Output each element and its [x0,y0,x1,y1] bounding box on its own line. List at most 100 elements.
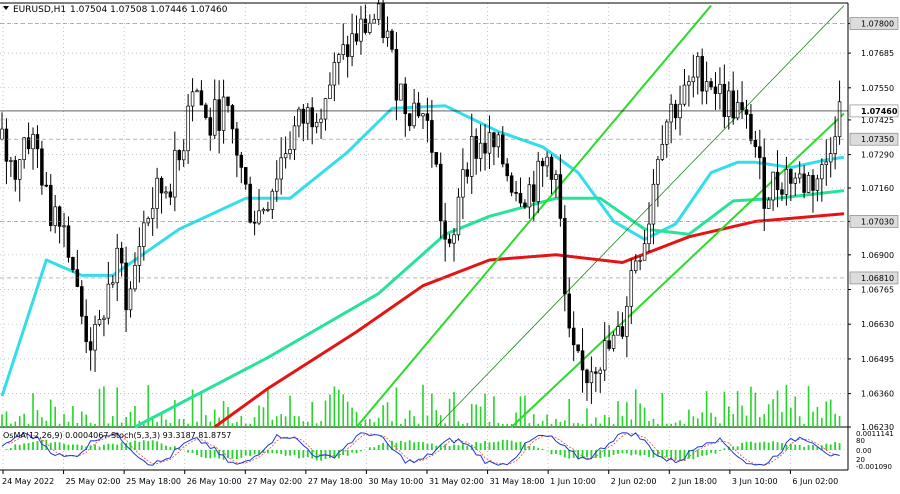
candle-body [134,265,137,289]
candle-body [599,370,602,373]
candle-body [191,92,194,106]
candle-body [244,167,247,184]
candle-body [528,185,531,207]
volume-bar [617,401,619,427]
candle-body [687,82,690,85]
volume-bar [400,424,402,427]
candle-body [298,109,301,126]
volume-bar [635,389,637,427]
volume-bar [404,419,406,427]
volume-bar [63,414,65,427]
volume-bar [28,424,30,427]
osma-bar [462,444,464,450]
level-value: 1.07460 [861,107,898,116]
level-value: 1.07350 [861,135,894,144]
candle-body [103,318,106,319]
candle-body [293,126,296,150]
volume-bar [582,424,584,427]
osma-bar [750,442,752,450]
candle-body [63,226,66,227]
volume-bar [413,416,415,427]
candle-body [630,271,633,307]
candle-body [594,372,597,374]
osma-bar [834,442,836,450]
osma-bar [121,442,123,450]
candle-body [710,82,713,87]
volume-bar [254,417,256,427]
candle-body [479,143,482,158]
volume-bar [241,416,243,427]
osma-bar [768,443,770,450]
candle-body [581,351,584,370]
osma-bar [156,441,158,450]
osma-bar [799,445,801,450]
osma-bar [276,450,278,453]
osma-bar [630,450,632,455]
osma-bar [214,450,216,457]
candle-body [98,319,101,324]
osma-bar [201,450,203,457]
osma-bar [404,442,406,450]
candle-body [772,172,775,200]
osma-bar [209,450,211,458]
volume-bar [19,416,21,427]
candle-body [444,221,447,239]
volume-bar [112,416,114,427]
osma-bar [351,450,353,453]
osma-bar [165,446,167,450]
volume-bar [391,421,393,427]
candle-body [430,120,433,152]
candle-body [754,140,757,146]
candle-body [838,102,841,137]
volume-bar [719,423,721,427]
osma-bar [555,450,557,454]
osma-bar [502,440,504,450]
osma-bar [489,442,491,450]
osma-bar [360,450,362,451]
osma-bar [466,446,468,450]
volume-bar [214,409,216,427]
osma-bar [37,441,39,450]
volume-bar [99,389,101,427]
volume-bar [724,392,726,427]
candle-body [368,23,371,32]
osma-bar [10,448,12,450]
volume-bar [604,415,606,427]
volume-bar [431,394,433,427]
candle-body [240,155,243,167]
candle-body [391,31,394,49]
candle-body [422,114,425,116]
candle-body [111,283,114,284]
ohlc-values: 1.07504 1.07508 1.07446 1.07460 [70,5,228,15]
volume-bar [77,423,79,427]
volume-bar [834,414,836,427]
time-label: 26 May 10:00 [187,477,242,486]
indicator-tick-label: 80 [856,437,865,445]
level-value: 1.07030 [861,217,894,226]
candle-body [789,169,792,183]
candle-body [665,122,668,144]
osma-bar [754,443,756,450]
volume-bar [808,386,810,427]
osma-bar [99,447,101,450]
volume-bar [639,403,641,427]
osma-bar [116,445,118,450]
candle-body [200,91,203,105]
price-tick-label: 1.06360 [861,390,894,399]
price-tick-label: 1.06495 [861,355,894,364]
osma-bar [161,443,163,450]
candle-body [701,56,704,91]
candle-body [586,370,589,383]
osma-bar [515,442,517,450]
candle-body [204,105,207,118]
volume-bar [644,408,646,427]
candle-body [524,203,527,207]
candle-body [794,178,797,183]
volume-bar [303,421,305,427]
osma-bar [63,444,65,450]
volume-bar [272,420,274,427]
volume-bar [608,417,610,427]
volume-bar [564,420,566,427]
